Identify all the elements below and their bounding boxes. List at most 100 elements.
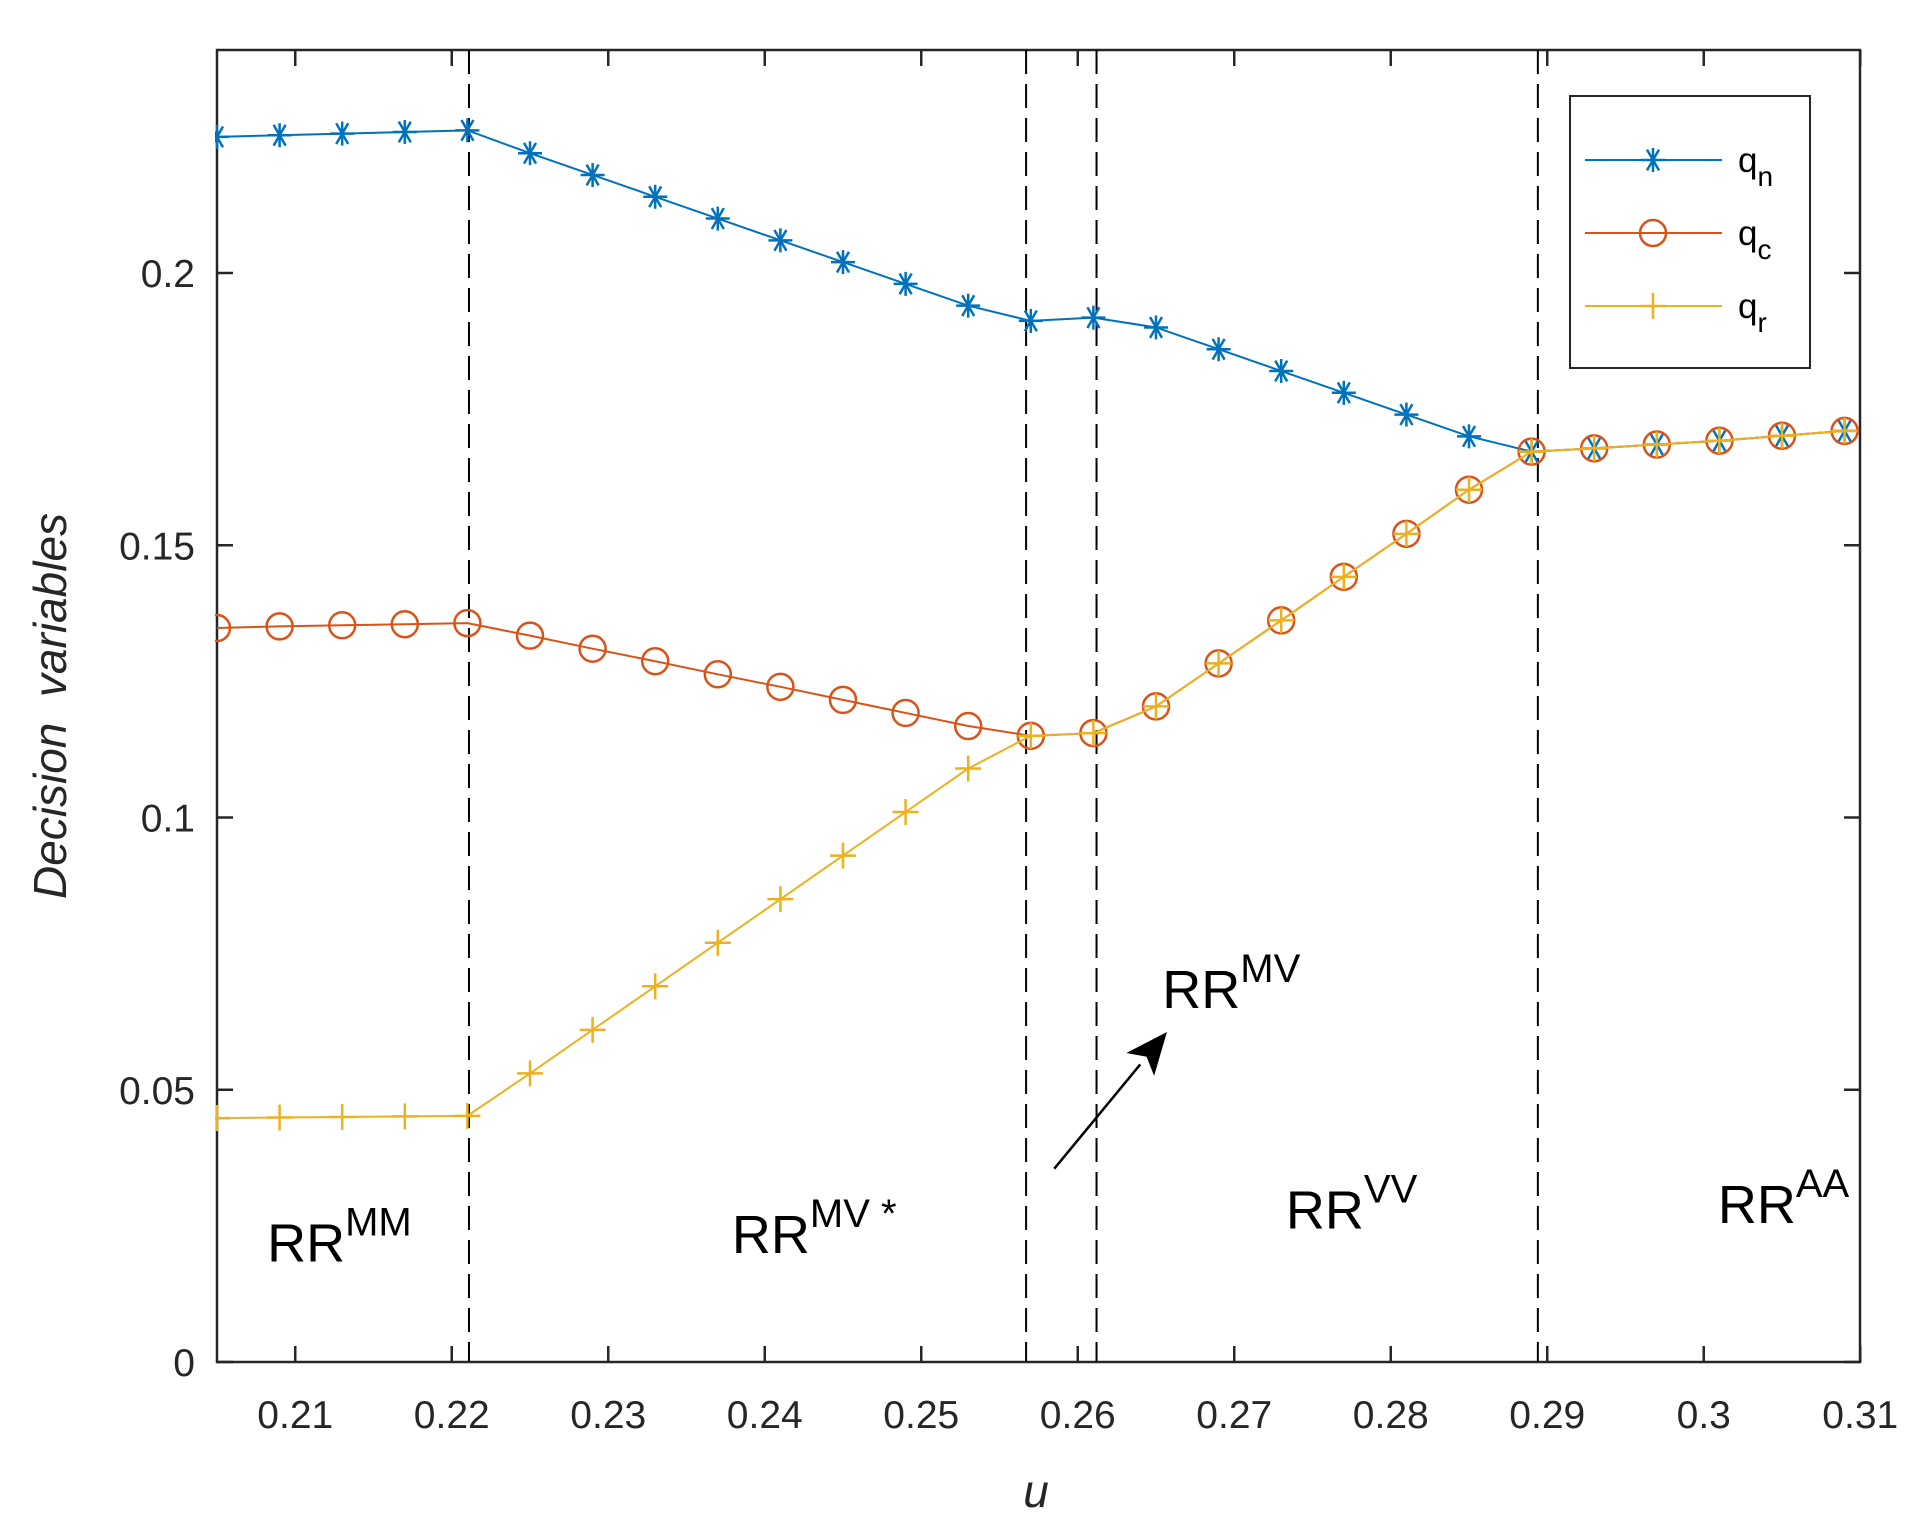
data-point-q_r-14 [1017,722,1044,749]
x-tick-label: 0.21 [257,1394,333,1437]
region-label-superscript: AA [1796,1162,1850,1206]
data-point-q_r-9 [704,929,731,956]
y-tick-label: 0.15 [119,525,195,568]
data-point-q_n-2 [267,123,292,148]
data-point-q_r-18 [1268,607,1295,634]
annotation-arrow-head [1126,1032,1167,1076]
data-point-q_n-7 [580,162,605,187]
data-point-q_r-23 [1581,435,1608,462]
data-point-q_r-21 [1456,476,1482,503]
data-point-q_c-1 [215,613,232,643]
axis-tick-labels: 0.21 0.22 0.23 0.24 0.25 0.26 0.27 0.28 0.29 0.3 0… [119,253,1898,1437]
annotation-arrow-shaft [1053,1063,1142,1170]
data-point-q_c-13 [953,711,983,741]
y-tick-label: 0 [173,1342,195,1385]
region-label-base: RR [1718,1175,1796,1235]
x-tick-label: 0.24 [727,1394,803,1437]
region-label-mv-star: RRMV * [732,1192,897,1265]
data-point-q_n-17 [1206,337,1231,362]
data-point-q_r-11 [830,842,856,869]
data-point-q_r-4 [391,1103,418,1130]
legend-label-q_c: qc [1738,214,1771,265]
region-label-superscript: MM [345,1200,412,1244]
data-point-q_n-12 [893,271,918,296]
data-point-q_r-7 [579,1016,606,1043]
data-point-q_n-18 [1269,359,1294,384]
x-tick-label: 0.31 [1822,1394,1898,1437]
y-axis-label: Decision variables [24,513,76,899]
legend-marker-q_c [1638,218,1668,248]
x-tick-label: 0.26 [1040,1394,1116,1437]
region-label-base: RR [1162,960,1240,1020]
data-point-q_n-8 [643,184,668,209]
data-point-q_c-9 [703,660,733,689]
region-label-mv: RRMV [1162,947,1300,1020]
axis-ticks [217,50,1862,1364]
data-point-q_n-16 [1144,315,1168,340]
data-point-q_r-17 [1205,650,1232,677]
series-layer [215,118,1859,1132]
data-point-q_n-15 [1081,305,1106,330]
region-label-superscript: VV [1364,1168,1418,1212]
x-tick-label: 0.22 [414,1394,490,1437]
x-tick-label: 0.3 [1677,1394,1731,1437]
x-tick-label: 0.23 [570,1394,646,1437]
region-label-base: RR [267,1213,345,1273]
legend-marker-q_n [1641,148,1665,172]
data-point-q_r-8 [642,973,669,1000]
data-point-q_r-26 [1769,422,1795,449]
data-point-q_n-6 [518,141,542,166]
legend-marker-q_r [1640,293,1666,319]
data-point-q_n-10 [768,228,793,253]
data-point-q_r-12 [892,799,919,826]
legend-item-q_c: qc [1585,214,1771,265]
region-label-base: RR [732,1205,810,1265]
data-point-q_r-24 [1643,431,1670,458]
data-point-q_n-9 [705,206,730,231]
data-point-q_c-5 [453,608,482,638]
data-point-q_r-16 [1143,693,1169,720]
data-point-q_r-3 [329,1103,356,1130]
data-point-q_c-10 [766,672,795,702]
data-point-q_c-12 [891,698,920,728]
y-tick-label: 0.1 [141,798,195,841]
data-point-q_c-11 [828,685,858,715]
region-label-vv: RRVV [1286,1168,1418,1241]
data-point-q_r-22 [1518,438,1545,465]
y-tick-label: 0.2 [141,253,195,296]
region-label-aa: RRAA [1718,1162,1850,1235]
data-point-q_r-13 [955,755,982,782]
data-point-q_n-1 [215,124,229,149]
legend: qn qc qr [1569,95,1811,369]
data-point-q_r-1 [215,1105,230,1132]
data-point-q_c-4 [390,609,420,639]
data-point-q_r-25 [1706,427,1733,454]
x-tick-label: 0.27 [1196,1394,1272,1437]
y-tick-label: 0.05 [119,1070,195,1113]
series-q_r [215,417,1858,1132]
data-point-q_r-19 [1330,563,1357,590]
data-point-q_c-7 [578,634,607,663]
data-point-q_r-20 [1393,520,1420,547]
series-q_n [215,118,1857,464]
region-label-superscript: MV [1240,947,1300,991]
data-point-q_r-5 [454,1102,481,1129]
data-point-q_n-13 [956,293,981,318]
data-point-q_n-19 [1331,380,1356,405]
x-tick-label: 0.25 [883,1394,959,1437]
data-point-q_c-2 [265,612,294,641]
x-axis-label: u [1023,1465,1049,1517]
data-point-q_r-2 [266,1104,293,1131]
data-point-q_c-3 [327,611,357,640]
data-point-q_r-10 [767,886,794,913]
region-label-mm: RRMM [267,1200,412,1273]
data-point-q_c-8 [640,646,670,676]
legend-items: qn qc qr [1585,141,1773,338]
data-point-q_n-11 [831,250,855,275]
annotation [1053,1032,1167,1170]
data-point-q_c-6 [515,621,545,650]
data-point-q_n-14 [1018,308,1043,333]
data-point-q_r-15 [1080,720,1107,747]
